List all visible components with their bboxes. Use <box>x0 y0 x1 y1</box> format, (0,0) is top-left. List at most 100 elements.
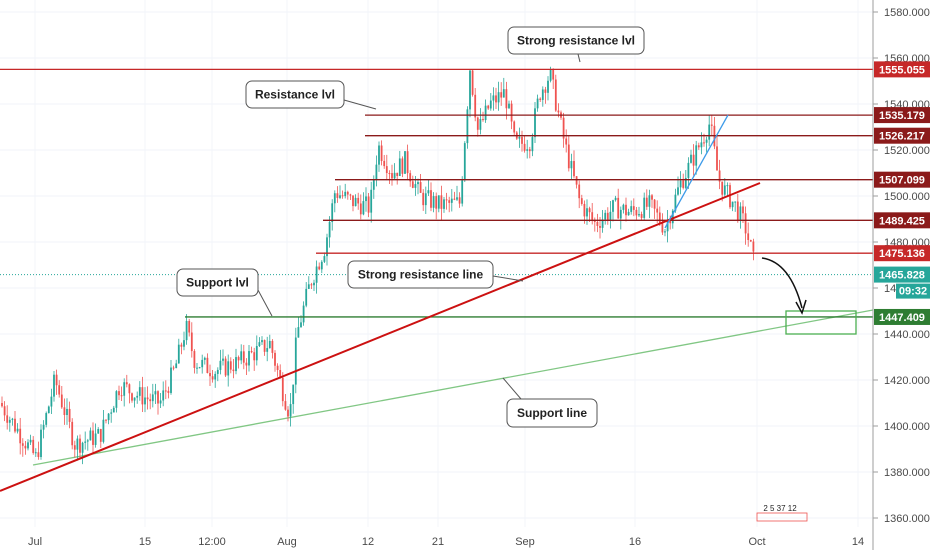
candle-body <box>422 192 425 206</box>
current-price-badge <box>874 266 930 283</box>
candle-body <box>86 440 89 442</box>
candle-body <box>222 358 224 361</box>
candle-body <box>45 413 48 425</box>
candle-body <box>456 197 458 200</box>
callout-pointer <box>492 275 524 282</box>
candle-body <box>479 119 482 130</box>
candle-body <box>500 92 503 98</box>
candle-body <box>284 401 287 410</box>
candle-body <box>510 103 513 122</box>
candle-body <box>518 136 521 139</box>
price-tick-label: 1360.000 <box>884 513 930 525</box>
candle-body <box>497 92 500 103</box>
candle-body <box>198 367 201 369</box>
candle-body <box>255 346 258 361</box>
candle-body <box>258 342 261 347</box>
candle-body <box>562 117 565 139</box>
candle-body <box>229 361 232 370</box>
candle-body <box>671 210 674 224</box>
callout-label: Strong resistance lvl <box>517 34 635 48</box>
candle-body <box>708 124 711 140</box>
candle-body <box>71 421 74 446</box>
candle-body <box>427 190 430 194</box>
candle-body <box>157 391 159 404</box>
candle-body <box>216 369 219 374</box>
candle-body <box>385 166 388 174</box>
candle-body <box>591 212 594 220</box>
candle-body <box>484 105 487 121</box>
candle-body <box>588 208 591 213</box>
candle-body <box>492 95 495 101</box>
candle-body <box>578 184 581 199</box>
candle-body <box>461 180 464 204</box>
annotation-callout[interactable]: Support line <box>502 377 598 428</box>
candle-body <box>53 374 55 397</box>
candle-body <box>354 197 357 207</box>
candle-body <box>432 196 435 208</box>
candle-body <box>19 428 22 444</box>
time-tick-label: 21 <box>432 536 444 548</box>
candle-body <box>463 143 466 181</box>
candle-body <box>534 108 536 138</box>
candle-body <box>380 145 383 161</box>
rising-trendline <box>664 114 729 229</box>
candle-body <box>575 176 578 185</box>
annotation-callout[interactable]: Strong resistance lvl <box>507 26 645 63</box>
candle-body <box>50 396 53 407</box>
candle-body <box>92 430 94 445</box>
candle-body <box>97 429 100 434</box>
candle-body <box>393 172 396 179</box>
candle-body <box>513 121 516 133</box>
price-tick-label: 1420.000 <box>884 375 930 387</box>
candle-body <box>391 173 393 179</box>
candle-body <box>632 206 635 210</box>
candle-body <box>596 221 599 226</box>
annotation-callout[interactable]: Support lvl <box>176 268 273 317</box>
candle-body <box>120 395 123 397</box>
candle-body <box>697 145 700 148</box>
candle-body <box>34 452 37 454</box>
candle-body <box>570 161 573 169</box>
price-tick-label: 1580.000 <box>884 7 930 19</box>
candle-body <box>349 194 352 196</box>
candle-body <box>736 201 739 221</box>
candle-body <box>640 214 643 218</box>
target-zone <box>761 257 857 335</box>
candle-body <box>37 452 40 458</box>
bottom-indicator-marker <box>756 512 808 522</box>
candle-body <box>209 373 211 377</box>
time-axis[interactable]: Jul 15 12:00 Aug 12 21 Sep 16 Oct 14 <box>28 536 864 548</box>
candle-body <box>63 407 66 416</box>
candle-body <box>489 100 492 109</box>
candle-body <box>523 143 526 151</box>
candle-body <box>417 182 419 185</box>
level-price-badge <box>874 245 930 262</box>
candle-body <box>29 439 32 443</box>
callout-box <box>176 268 259 297</box>
candle-body <box>658 212 661 224</box>
callout-box <box>507 26 645 55</box>
candle-body <box>567 144 570 169</box>
level-price-badge <box>874 212 930 229</box>
candle-body <box>580 198 583 204</box>
annotation-callout[interactable]: Resistance lvl <box>245 80 377 110</box>
price-axis[interactable]: 1580.0001560.0001540.0001520.0001500.000… <box>872 0 932 550</box>
candle-body <box>66 408 68 416</box>
candle-body <box>58 385 61 395</box>
annotation-callout[interactable]: Strong resistance line <box>347 260 524 289</box>
candle-body <box>193 351 196 368</box>
candle-body <box>508 103 510 109</box>
candle-body <box>294 337 297 385</box>
candle-body <box>313 282 315 286</box>
candle-body <box>68 408 71 422</box>
callout-label: Support line <box>517 406 587 420</box>
level-price-badge <box>874 171 930 188</box>
candle-body <box>27 442 29 449</box>
level-price-label: 1507.099 <box>879 175 925 187</box>
candle-body <box>372 179 375 190</box>
candle-body <box>211 376 214 380</box>
candle-body <box>115 391 118 408</box>
callout-pointer <box>343 99 377 110</box>
candle-body <box>573 161 575 177</box>
